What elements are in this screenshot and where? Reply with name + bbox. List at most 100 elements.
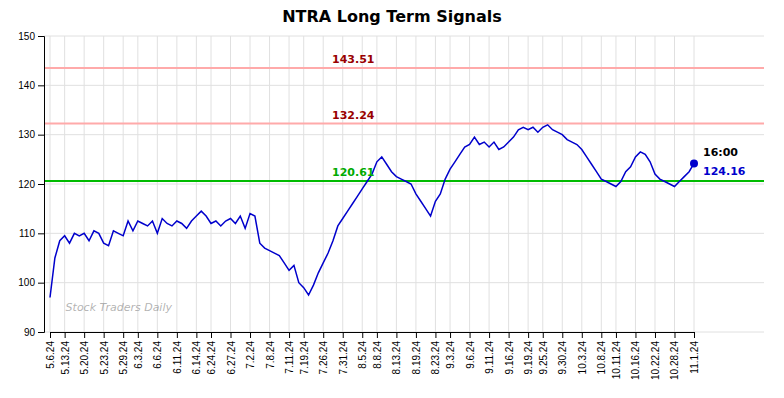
x-tick-mark [323, 332, 324, 338]
grid-line-x [694, 36, 695, 332]
x-tick-label: 10.11.24 [611, 341, 622, 380]
x-tick: 6.27.24 [226, 332, 237, 374]
grid-line-x [489, 36, 490, 332]
y-tick-label: 150 [18, 31, 35, 42]
grid-line-x [674, 36, 675, 332]
x-tick: 7.2.24 [245, 332, 256, 369]
x-tick: 10.28.24 [669, 332, 680, 380]
x-tick-label: 6.11.24 [172, 341, 183, 374]
x-tick-label: 8.13.24 [391, 341, 402, 375]
x-tick-mark [655, 332, 656, 338]
x-tick-mark [123, 332, 124, 338]
x-tick: 10.8.24 [596, 332, 607, 374]
grid-line-x [469, 36, 470, 332]
x-tick-mark [362, 332, 363, 338]
grid-line-x [323, 36, 324, 332]
x-tick-label: 5.20.24 [79, 341, 90, 375]
x-tick: 11.1.24 [689, 332, 700, 374]
y-tick: 110 [19, 228, 44, 239]
chart-title: NTRA Long Term Signals [282, 7, 502, 26]
grid [44, 36, 764, 332]
x-tick-label: 7.11.24 [284, 341, 295, 374]
grid-line-y [44, 85, 764, 86]
x-tick: 9.19.24 [523, 332, 534, 374]
y-tick: 120 [18, 179, 44, 190]
x-axis-line [51, 333, 695, 339]
x-tick: 7.31.24 [338, 332, 349, 374]
grid-line-x [157, 36, 158, 332]
x-tick-label: 9.3.24 [445, 341, 456, 369]
x-tick: 5.20.24 [79, 332, 90, 374]
x-tick-mark [138, 332, 139, 338]
x-tick: 8.23.24 [430, 332, 441, 374]
price-line [50, 125, 694, 298]
x-tick: 9.6.24 [465, 332, 476, 369]
x-tick: 6.14.24 [191, 332, 202, 374]
grid-line-y [44, 233, 764, 234]
x-tick-mark [489, 332, 490, 338]
x-tick-label: 9.11.24 [484, 341, 495, 374]
y-tick: 150 [18, 31, 44, 42]
y-tick-label: 140 [18, 80, 35, 91]
grid-line-x [176, 36, 177, 332]
grid-line-x [64, 36, 65, 332]
y-tick-label: 130 [18, 129, 35, 140]
x-tick: 8.8.24 [372, 332, 383, 369]
x-tick-mark [635, 332, 636, 338]
x-tick-label: 6.14.24 [191, 341, 202, 375]
x-tick-label: 9.6.24 [465, 341, 476, 369]
x-tick-mark [211, 332, 212, 338]
x-tick: 10.16.24 [630, 332, 641, 380]
x-tick-label: 5.13.24 [60, 341, 71, 375]
y-tick-label: 120 [18, 179, 35, 190]
y-tick-mark [38, 135, 44, 136]
y-tick-label: 90 [24, 327, 36, 338]
x-tick-mark [470, 332, 471, 338]
x-tick-label: 9.19.24 [523, 341, 534, 375]
x-tick: 8.13.24 [391, 332, 402, 374]
x-tick: 5.23.24 [99, 332, 110, 374]
grid-line-x [450, 36, 451, 332]
x-tick-mark [562, 332, 563, 338]
x-tick-label: 8.19.24 [411, 341, 422, 375]
x-tick-mark [304, 332, 305, 338]
y-axis: 90 100 110 120 130 140 150 [18, 31, 44, 338]
x-tick-label: 10.16.24 [630, 341, 641, 380]
x-tick-mark [231, 332, 232, 338]
grid-line-x [84, 36, 85, 332]
y-tick-label: 100 [18, 277, 35, 288]
x-tick-label: 8.23.24 [430, 341, 441, 375]
grid-line-y [44, 282, 764, 283]
grid-line-x [562, 36, 563, 332]
x-tick-mark [289, 332, 290, 338]
x-tick-label: 5.29.24 [118, 341, 129, 375]
plot-area: 5.6.245.13.245.20.245.23.245.29.246.3.24… [18, 31, 764, 380]
x-tick: 8.19.24 [411, 332, 422, 374]
x-tick-mark [177, 332, 178, 338]
x-tick: 7.19.24 [299, 332, 310, 374]
grid-line-x [196, 36, 197, 332]
last-price-label: 124.16 [703, 165, 746, 178]
x-tick-label: 5.23.24 [99, 341, 110, 375]
annotations: 143.51132.24120.6116:00124.16Stock Trade… [66, 53, 746, 314]
x-tick-mark [343, 332, 344, 338]
x-tick-label: 7.2.24 [245, 341, 256, 369]
x-tick-mark [50, 332, 51, 338]
x-tick: 5.13.24 [60, 332, 71, 374]
x-tick-mark [65, 332, 66, 338]
x-tick-label: 10.22.24 [650, 341, 661, 380]
x-tick: 9.3.24 [445, 332, 456, 369]
x-tick: 6.3.24 [133, 332, 144, 369]
y-tick-mark [38, 233, 44, 234]
x-tick: 8.5.24 [357, 332, 368, 369]
grid-line-x [250, 36, 251, 332]
grid-line-x [289, 36, 290, 332]
y-tick-label: 110 [19, 228, 35, 239]
x-tick-mark [84, 332, 85, 338]
x-tick: 10.22.24 [650, 332, 661, 380]
y-tick: 140 [18, 80, 44, 91]
x-tick-label: 8.8.24 [372, 341, 383, 369]
x-tick-label: 7.8.24 [265, 341, 276, 369]
reference-line [44, 67, 764, 69]
x-tick-mark [528, 332, 529, 338]
